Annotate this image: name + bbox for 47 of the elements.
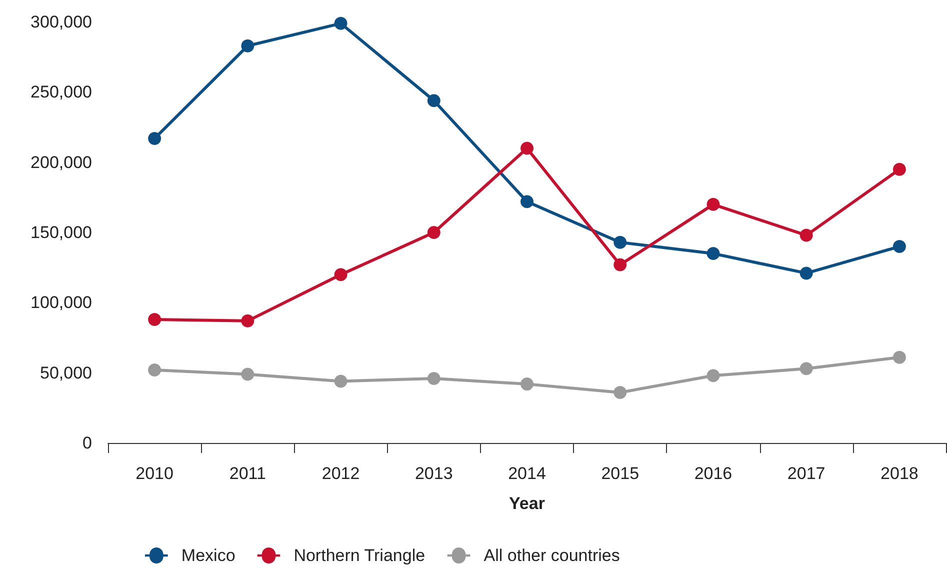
point (241, 39, 254, 52)
y-tick-label: 150,000 (30, 223, 92, 242)
point (800, 362, 813, 376)
x-tick-label: 2018 (880, 464, 918, 483)
point (334, 16, 348, 30)
y-tick-label: 50,000 (40, 363, 92, 382)
point (241, 368, 254, 381)
point (614, 386, 627, 399)
legend-label: Northern Triangle (294, 546, 426, 565)
point (614, 258, 627, 272)
point (148, 364, 162, 377)
point (427, 372, 440, 385)
point (148, 132, 162, 145)
point (800, 266, 813, 280)
point (800, 228, 813, 242)
x-tick-label: 2014 (508, 464, 546, 483)
x-tick-label: 2012 (322, 464, 360, 483)
legend-label: All other countries (484, 546, 620, 565)
y-tick-label: 0 (82, 434, 92, 452)
point (706, 369, 720, 382)
point (706, 247, 720, 260)
x-tick-label: 2013 (414, 464, 453, 483)
x-tick-label: 2016 (694, 464, 732, 483)
y-tick-label: 100,000 (30, 293, 92, 312)
point (334, 268, 348, 282)
y-tick-label: 250,000 (30, 82, 92, 102)
y-tick-label: 300,000 (30, 12, 92, 32)
point (520, 195, 534, 208)
y-tick-label: 200,000 (30, 152, 92, 172)
point (427, 226, 440, 239)
x-tick-label: 2010 (136, 464, 174, 483)
x-axis-title: Year (509, 494, 546, 513)
point (892, 240, 906, 254)
point (520, 142, 534, 155)
point (148, 313, 162, 326)
point (706, 198, 720, 211)
point (892, 350, 906, 364)
x-tick-label: 2017 (787, 464, 826, 483)
point (334, 374, 348, 388)
x-tick-label: 2015 (601, 464, 640, 483)
point (892, 162, 906, 176)
x-tick-label: 2011 (229, 464, 266, 483)
legend-label: Mexico (181, 546, 236, 565)
point (241, 314, 254, 328)
point (614, 236, 627, 249)
point (427, 94, 440, 108)
point (520, 378, 534, 391)
